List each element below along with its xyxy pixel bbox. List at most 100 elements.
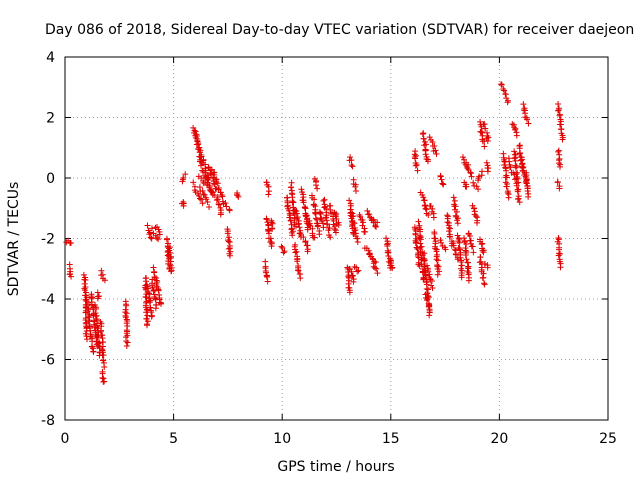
data-point bbox=[200, 169, 207, 176]
data-point bbox=[504, 99, 511, 106]
data-point bbox=[93, 305, 100, 312]
data-point bbox=[433, 150, 440, 157]
data-point bbox=[148, 312, 155, 319]
data-point bbox=[197, 149, 204, 156]
data-point bbox=[355, 267, 362, 274]
y-tick-label: -2 bbox=[41, 232, 55, 248]
data-point bbox=[437, 172, 444, 179]
data-point bbox=[296, 224, 303, 231]
data-point bbox=[514, 175, 521, 182]
data-point bbox=[454, 220, 461, 227]
data-point bbox=[346, 289, 353, 296]
data-point bbox=[201, 172, 208, 179]
data-point bbox=[151, 273, 158, 280]
data-point bbox=[454, 232, 461, 239]
data-point bbox=[87, 327, 94, 334]
chart-title: Day 086 of 2018, Sidereal Day-to-day VTE… bbox=[45, 22, 634, 38]
data-point bbox=[426, 134, 433, 141]
data-point bbox=[123, 302, 130, 309]
data-point bbox=[195, 192, 202, 199]
data-point bbox=[326, 202, 333, 209]
data-point bbox=[420, 257, 427, 264]
data-point bbox=[167, 249, 174, 256]
data-point bbox=[458, 274, 465, 281]
data-point bbox=[123, 338, 130, 345]
data-point bbox=[413, 239, 420, 246]
data-point bbox=[268, 219, 275, 226]
data-point bbox=[320, 197, 327, 204]
data-point bbox=[522, 178, 529, 185]
data-point bbox=[414, 167, 421, 174]
data-point bbox=[555, 101, 562, 108]
data-point bbox=[296, 230, 303, 237]
data-point bbox=[204, 176, 211, 183]
data-point bbox=[348, 209, 355, 216]
data-point bbox=[316, 231, 323, 238]
data-point bbox=[124, 332, 131, 339]
data-point bbox=[122, 312, 129, 319]
data-point bbox=[374, 270, 381, 277]
data-point bbox=[143, 306, 150, 313]
data-point bbox=[100, 343, 107, 350]
data-point bbox=[306, 222, 313, 229]
data-point bbox=[485, 134, 492, 141]
data-point bbox=[263, 216, 270, 223]
data-point bbox=[514, 188, 521, 195]
data-point bbox=[352, 183, 359, 190]
data-point bbox=[264, 278, 271, 285]
data-point bbox=[422, 141, 429, 148]
data-point bbox=[422, 151, 429, 158]
data-point bbox=[520, 101, 527, 108]
data-point bbox=[479, 240, 486, 247]
data-point bbox=[383, 235, 390, 242]
data-point bbox=[84, 336, 91, 343]
data-point bbox=[101, 277, 108, 284]
x-tick-label: 0 bbox=[61, 431, 70, 447]
data-point bbox=[327, 206, 334, 213]
data-point bbox=[426, 306, 433, 313]
data-point bbox=[483, 159, 490, 166]
data-point bbox=[143, 309, 150, 316]
data-point bbox=[385, 252, 392, 259]
data-point bbox=[152, 295, 159, 302]
data-point bbox=[525, 193, 532, 200]
y-tick-labels: -8 -6 -4 -2 0 2 4 bbox=[41, 50, 55, 429]
data-point bbox=[456, 246, 463, 253]
data-point bbox=[216, 201, 223, 208]
data-point bbox=[347, 154, 354, 161]
data-point bbox=[152, 305, 159, 312]
data-point bbox=[432, 147, 439, 154]
data-point bbox=[300, 234, 307, 241]
data-point bbox=[346, 197, 353, 204]
data-point bbox=[481, 260, 488, 267]
data-point bbox=[360, 219, 367, 226]
data-point bbox=[295, 267, 302, 274]
data-point bbox=[520, 168, 527, 175]
data-point bbox=[325, 227, 332, 234]
x-tick-labels: 0 5 10 15 20 25 bbox=[61, 431, 617, 447]
data-point bbox=[100, 357, 107, 364]
data-point bbox=[440, 181, 447, 188]
data-point bbox=[348, 268, 355, 275]
data-point bbox=[311, 234, 318, 241]
data-point bbox=[349, 272, 356, 279]
data-point bbox=[348, 162, 355, 169]
data-point bbox=[525, 120, 532, 127]
data-point bbox=[92, 313, 99, 320]
data-point bbox=[100, 378, 107, 385]
data-point bbox=[481, 281, 488, 288]
x-tick-label: 25 bbox=[599, 431, 617, 447]
data-point bbox=[353, 264, 360, 271]
data-point bbox=[482, 125, 489, 132]
data-point bbox=[98, 327, 105, 334]
data-point bbox=[269, 225, 276, 232]
data-point bbox=[473, 183, 480, 190]
data-point bbox=[314, 223, 321, 230]
data-point bbox=[148, 235, 155, 242]
x-tick-label: 20 bbox=[490, 431, 508, 447]
data-point bbox=[289, 232, 296, 239]
data-point bbox=[498, 81, 505, 88]
data-point bbox=[300, 199, 307, 206]
data-point bbox=[288, 184, 295, 191]
data-point bbox=[190, 179, 197, 186]
